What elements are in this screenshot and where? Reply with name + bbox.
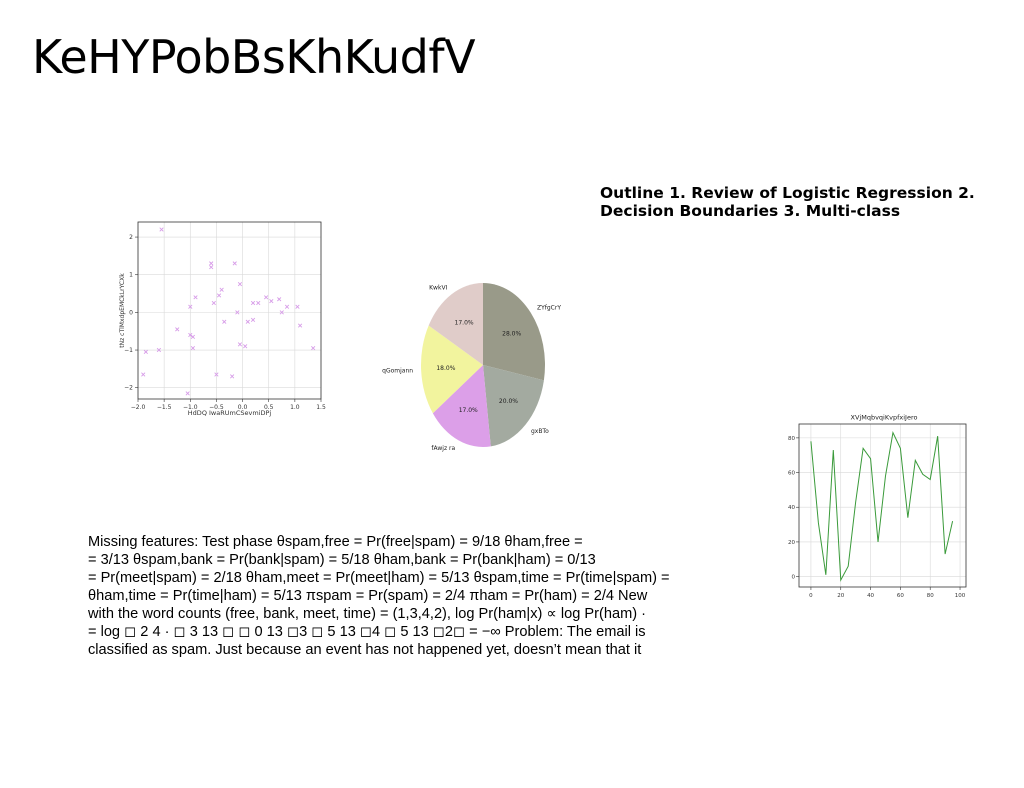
scatter-point <box>295 304 300 309</box>
scatter-x-tick-label: −0.5 <box>209 404 224 411</box>
body-text-line: = Pr(meet|spam) = 2/18 θham,meet = Pr(me… <box>88 570 670 586</box>
pie-slice <box>483 365 544 447</box>
scatter-x-tick-label: 0.0 <box>238 404 248 411</box>
scatter-point <box>284 304 290 309</box>
scatter-point <box>245 319 250 324</box>
slide-title: KeHYPobBsKhKudfV <box>32 30 476 84</box>
scatter-point <box>211 300 216 306</box>
scatter-x-tick-label: 1.0 <box>290 404 300 411</box>
scatter-x-axis-label: HdDQ IwaRUmCSevmiDPj <box>188 409 272 417</box>
scatter-point <box>188 304 193 309</box>
scatter-x-tick-label: −1.0 <box>183 404 198 411</box>
scatter-y-axis-label: tNz cTlMxdpEMCkLrYCXk <box>119 273 126 348</box>
line-series <box>810 431 954 582</box>
body-text-line: with the word counts (free, bank, meet, … <box>88 606 647 622</box>
scatter-y-tick-label: 0 <box>129 309 133 316</box>
scatter-x-tick-label: 1.5 <box>316 404 326 411</box>
scatter-point <box>232 261 237 266</box>
pie-pct-label: 17.0% <box>455 320 474 327</box>
scatter-point <box>297 323 303 328</box>
scatter-point <box>269 298 274 304</box>
scatter-x-tick-label: −1.5 <box>157 404 172 411</box>
pie-slice <box>421 325 483 414</box>
scatter-y-tick-label: −2 <box>124 385 133 392</box>
scatter-point <box>263 295 269 300</box>
pie-slice-label: ZYfgCrY <box>537 305 561 312</box>
scatter-point <box>311 346 316 351</box>
scatter-point <box>235 310 240 315</box>
line-y-tick-label: 80 <box>788 436 795 442</box>
line-x-tick-label: 20 <box>837 593 844 599</box>
line-x-tick-label: 40 <box>867 593 874 599</box>
scatter-chart: −2.0 −1.5 −1.0 −0.5 0.0 0.5 1.0 1.5 −2 −1 0 1 2 HdDQ… <box>119 221 326 417</box>
pie-pct-label: 18.0% <box>436 365 455 372</box>
body-text-line: classified as spam. Just because an even… <box>88 642 642 658</box>
scatter-point <box>250 317 256 323</box>
scatter-point <box>256 300 261 306</box>
pie-slice-label: KwkVI <box>429 284 447 291</box>
pie-chart: 28.0% ZYfgCrY 20.0% gxBTo 17.0% fAwjz ra 18.0%… <box>382 283 561 452</box>
scatter-point <box>243 344 248 349</box>
line-x-tick-label: 0 <box>809 593 813 599</box>
pie-slice <box>432 365 491 447</box>
line-y-tick-label: 20 <box>788 540 795 546</box>
body-text-line: θham,time = Pr(time|ham) = 5/13 πspam = … <box>88 588 648 604</box>
scatter-point <box>193 295 198 300</box>
scatter-point <box>279 310 284 315</box>
scatter-point <box>250 300 256 306</box>
scatter-point <box>237 282 243 287</box>
scatter-point <box>219 287 224 292</box>
pie-slice <box>483 283 545 381</box>
pie-pct-label: 17.0% <box>459 407 478 414</box>
scatter-point <box>156 347 162 353</box>
scatter-point <box>190 334 196 339</box>
line-x-tick-label: 60 <box>897 593 904 599</box>
line-y-tick-label: 0 <box>792 575 796 581</box>
body-text: Missing features: Test phase θspam,free … <box>88 533 728 659</box>
scatter-y-tick-label: 2 <box>129 234 133 241</box>
scatter-point <box>237 342 243 347</box>
scatter-point <box>229 374 235 379</box>
body-text-line: = 3/13 θspam,bank = Pr(bank|spam) = 5/18… <box>88 552 596 568</box>
scatter-point <box>216 293 222 298</box>
scatter-point <box>175 327 180 332</box>
pie-slice-label: gxBTo <box>531 428 549 435</box>
pie-slice-label: fAwjz ra <box>431 445 455 452</box>
outline-text: Outline 1. Review of Logistic Regression… <box>600 184 975 220</box>
pie-pct-label: 28.0% <box>502 331 521 338</box>
scatter-point <box>209 265 214 270</box>
pie-pct-label: 20.0% <box>499 398 518 405</box>
scatter-point <box>214 372 219 377</box>
line-chart-title: XVjMqbvqiKvpfxiJero <box>851 414 918 422</box>
scatter-point <box>209 261 214 266</box>
scatter-point <box>185 391 190 396</box>
line-y-tick-label: 40 <box>788 505 795 511</box>
scatter-x-tick-label: 0.5 <box>264 404 274 411</box>
scatter-y-tick-label: 1 <box>129 272 133 279</box>
line-chart: XVjMqbvqiKvpfxiJero 0 20 40 60 80 100 0 20 40 60 8… <box>788 414 967 599</box>
pie-slice-label: qGomjann <box>382 368 413 375</box>
body-text-line: = log ◻ 2 4 · ◻ 3 13 ◻ ◻ 0 13 ◻3 ◻ 5 13 … <box>88 624 646 640</box>
line-x-tick-label: 100 <box>955 593 966 599</box>
scatter-x-tick-label: −2.0 <box>131 404 146 411</box>
pie-slice <box>428 283 483 365</box>
scatter-point <box>222 319 227 324</box>
scatter-point <box>143 349 148 355</box>
scatter-point <box>188 332 193 338</box>
line-x-tick-label: 80 <box>927 593 934 599</box>
scatter-point <box>190 346 196 351</box>
scatter-point <box>159 227 164 232</box>
line-y-tick-label: 60 <box>788 471 795 477</box>
body-text-line: Missing features: Test phase θspam,free … <box>88 534 583 550</box>
scatter-point <box>277 297 282 302</box>
scatter-y-tick-label: −1 <box>124 347 133 354</box>
scatter-point <box>141 372 146 377</box>
